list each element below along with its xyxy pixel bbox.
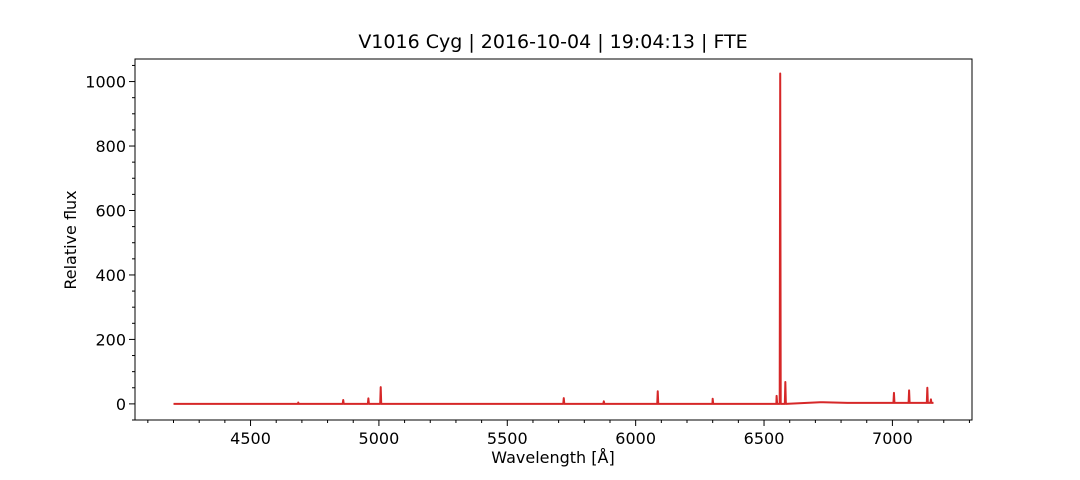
x-tick-label: 4500 <box>230 429 271 448</box>
y-tick-label: 400 <box>95 266 126 285</box>
x-axis-label: Wavelength [Å] <box>491 448 614 467</box>
y-tick-label: 600 <box>95 201 126 220</box>
x-tick-label: 7000 <box>872 429 913 448</box>
y-tick-label: 200 <box>95 330 126 349</box>
chart-title: V1016 Cyg | 2016-10-04 | 19:04:13 | FTE <box>358 31 747 53</box>
y-tick-label: 0 <box>116 395 126 414</box>
y-tick-label: 1000 <box>85 73 126 92</box>
x-tick-label: 6500 <box>744 429 785 448</box>
series-layer <box>173 72 934 405</box>
x-tick-label: 5000 <box>359 429 400 448</box>
ticks-layer: 4500 5000 5500 6000 6500 7000 0 200 400 600 800 100… <box>85 64 970 448</box>
spectrum-line-0 <box>173 72 934 405</box>
x-tick-label: 6000 <box>615 429 656 448</box>
x-tick-label: 5500 <box>487 429 528 448</box>
plot-frame <box>134 58 973 421</box>
y-axis-label: Relative flux <box>61 190 80 289</box>
y-tick-label: 800 <box>95 137 126 156</box>
